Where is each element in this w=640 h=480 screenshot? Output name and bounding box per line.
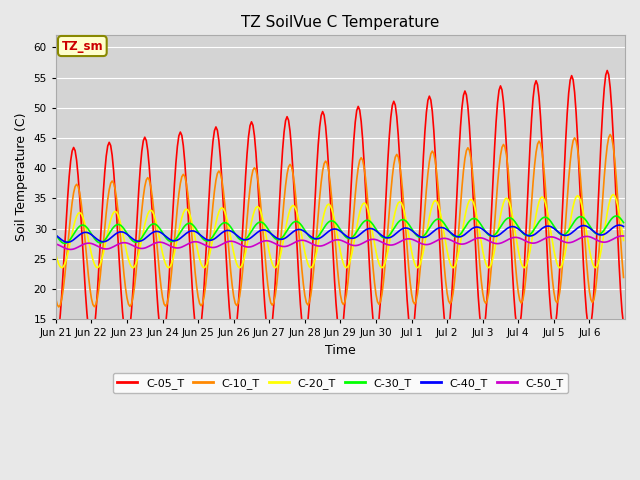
X-axis label: Time: Time (325, 344, 356, 357)
Text: TZ_sm: TZ_sm (61, 39, 103, 52)
Y-axis label: Soil Temperature (C): Soil Temperature (C) (15, 113, 28, 241)
Legend: C-05_T, C-10_T, C-20_T, C-30_T, C-40_T, C-50_T: C-05_T, C-10_T, C-20_T, C-30_T, C-40_T, … (113, 373, 568, 393)
Title: TZ SoilVue C Temperature: TZ SoilVue C Temperature (241, 15, 440, 30)
